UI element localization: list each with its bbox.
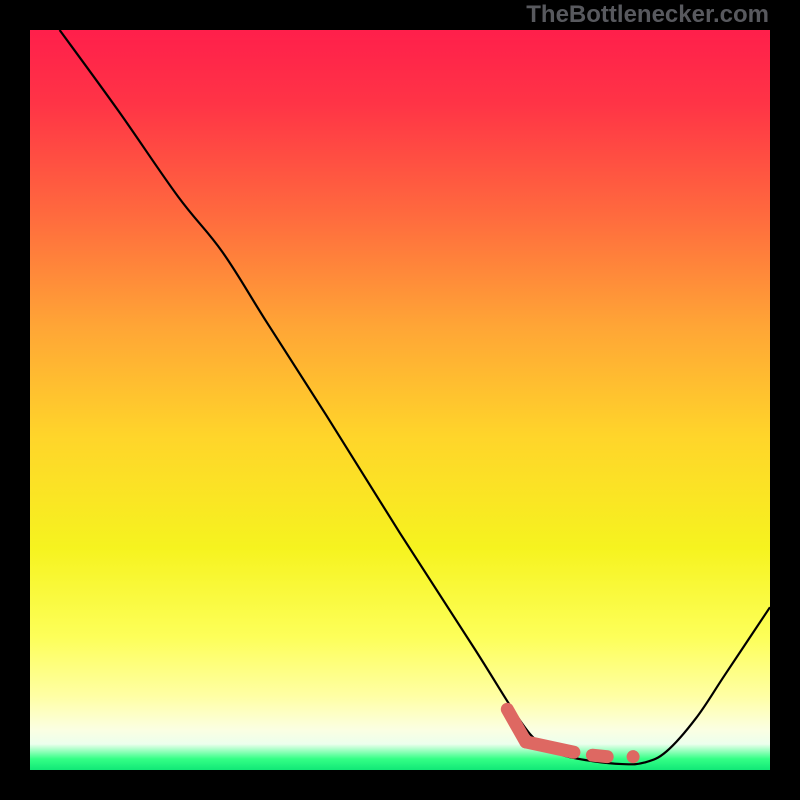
chart-frame: TheBottlenecker.com	[0, 0, 800, 800]
chart-svg	[0, 0, 800, 800]
valley-marker-segment	[592, 755, 607, 756]
plot-background-gradient	[30, 30, 770, 770]
watermark-text: TheBottlenecker.com	[526, 1, 769, 29]
